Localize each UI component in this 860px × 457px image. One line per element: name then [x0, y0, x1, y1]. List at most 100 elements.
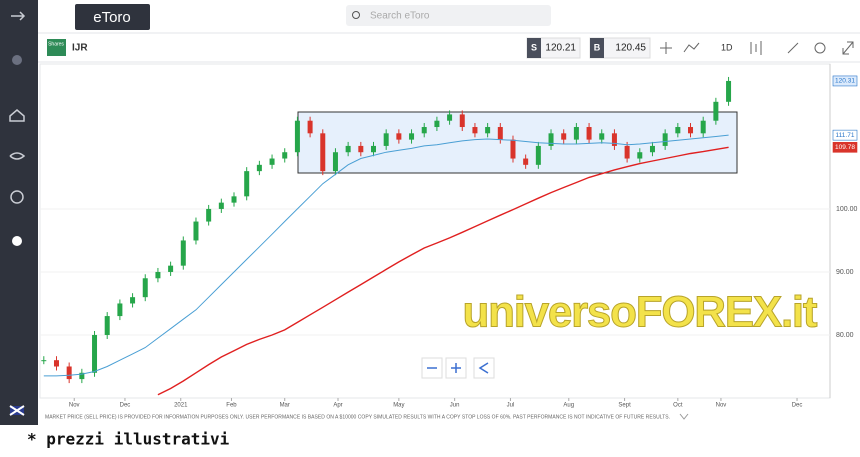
candle [256, 164, 262, 172]
candle [599, 133, 605, 140]
draw-tool[interactable] [787, 42, 799, 54]
caption: * prezzi illustrativi [27, 430, 230, 449]
portfolio-icon[interactable] [10, 190, 24, 204]
interval[interactable]: 1D [721, 42, 733, 52]
logo-box[interactable] [75, 4, 150, 30]
candle [447, 114, 453, 121]
x-tick-label: Jun [450, 403, 460, 409]
indicators-tool[interactable] [683, 42, 700, 53]
candle [206, 208, 212, 222]
symbol: IJR [72, 43, 88, 54]
menu-toggle[interactable] [11, 11, 26, 21]
logo: eToro [93, 9, 131, 26]
candle [726, 80, 732, 102]
candle [231, 196, 237, 203]
last-price-label-box [832, 75, 858, 87]
candle [624, 145, 630, 159]
buy-price: 120.45 [615, 43, 646, 54]
candle [370, 145, 376, 153]
flag-cross [9, 405, 25, 416]
candle [611, 133, 617, 146]
candle [307, 120, 313, 134]
candle [358, 145, 364, 153]
candle [421, 127, 427, 134]
candle [345, 145, 351, 153]
crosshair-tool[interactable] [660, 42, 672, 54]
x-tick-label: Aug [563, 403, 574, 409]
ma-slow-label: 109.78 [835, 144, 855, 151]
candle [548, 133, 554, 146]
zoom-controls [421, 357, 495, 379]
fullscreen-tool[interactable] [842, 41, 854, 55]
y-tick-label: 90.00 [836, 269, 854, 276]
search-box[interactable] [346, 5, 551, 26]
watchlist-icon[interactable] [9, 152, 26, 160]
candle [320, 133, 326, 172]
candle [180, 240, 186, 266]
candle [53, 360, 59, 367]
buy-label: B [594, 42, 601, 52]
disclaimer: MARKET PRICE (SELL PRICE) IS PROVIDED FO… [45, 414, 670, 420]
candle [104, 316, 110, 335]
ma-fast-label: 111.71 [836, 132, 855, 139]
x-tick-label: Nov [716, 403, 727, 409]
discover-icon[interactable] [12, 236, 22, 246]
candle [700, 120, 706, 134]
settings-tool[interactable] [814, 42, 826, 54]
candle [485, 127, 491, 134]
moving-average [157, 146, 729, 396]
last-price-label: 120.31 [835, 78, 855, 85]
x-tick-label: 2021 [174, 403, 188, 409]
candle [41, 360, 47, 362]
sell-label: S [531, 42, 537, 52]
channel-annotation [297, 111, 738, 174]
x-tick-label: Nov [69, 403, 80, 409]
avatar[interactable] [12, 55, 22, 65]
expand-disclaimer[interactable] [679, 413, 689, 420]
chart-type-tool[interactable] [750, 41, 762, 55]
x-tick-label: Mar [280, 403, 290, 409]
y-tick-label: 100.00 [836, 206, 858, 213]
candle [434, 120, 440, 128]
candle [92, 334, 98, 373]
candle [383, 133, 389, 146]
candle [269, 158, 275, 165]
badge: Shares [48, 41, 64, 47]
caption-bar [0, 425, 860, 452]
candle [497, 127, 503, 140]
sidebar [0, 0, 38, 425]
search-icon [352, 11, 360, 19]
x-tick-label: Sept [618, 403, 631, 409]
candle [662, 133, 668, 146]
candle [142, 278, 148, 298]
candle [79, 372, 85, 380]
watermark: universoFOREX.it [463, 288, 818, 337]
x-tick-label: Dec [792, 403, 803, 409]
candle [155, 271, 161, 279]
candle [713, 101, 719, 121]
candle [294, 120, 300, 153]
y-tick-label: 80.00 [836, 332, 854, 339]
candle [688, 127, 694, 134]
candle [117, 303, 123, 317]
candle [649, 145, 655, 153]
badge-box [47, 39, 66, 56]
home-icon[interactable] [9, 109, 25, 122]
candle [193, 221, 199, 241]
share[interactable] [473, 357, 495, 379]
x-tick-label: Feb [226, 403, 237, 409]
x-tick-label: Jul [507, 403, 515, 409]
search-placeholder: Search eToro [370, 11, 430, 22]
x-tick-label: Dec [120, 403, 131, 409]
candle [396, 133, 402, 140]
candle [218, 202, 224, 209]
candle [561, 133, 567, 140]
x-tick-label: Apr [333, 403, 342, 409]
candle [409, 133, 415, 140]
candle [573, 127, 579, 140]
candle [586, 127, 592, 140]
sell-price: 120.21 [545, 43, 576, 54]
candle [675, 127, 681, 134]
x-tick-label: May [393, 403, 404, 409]
